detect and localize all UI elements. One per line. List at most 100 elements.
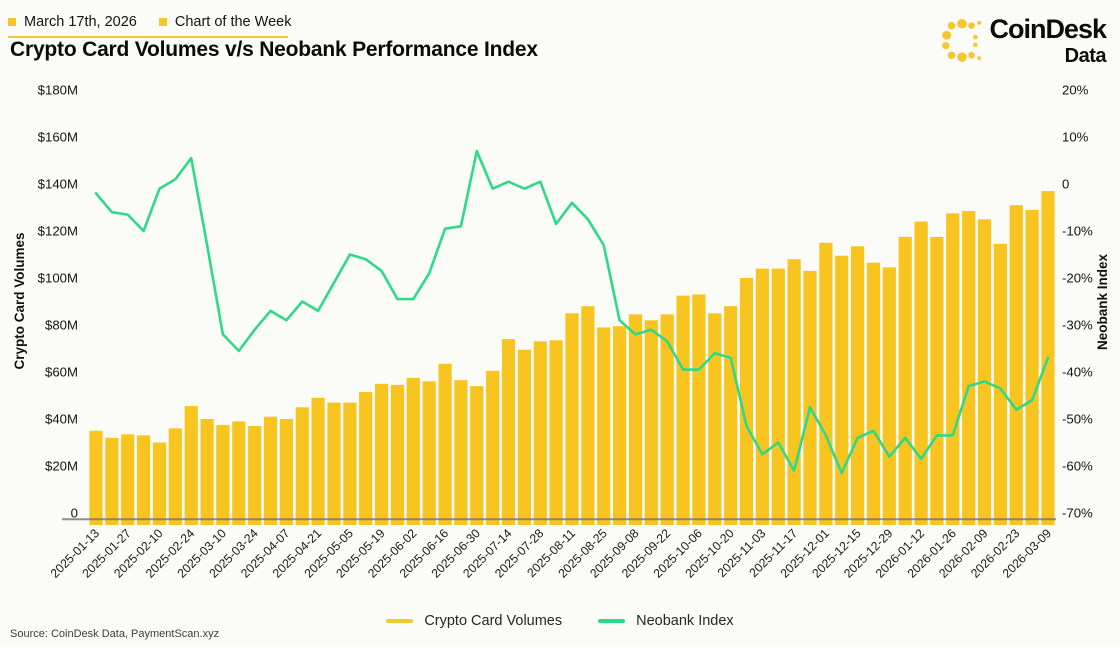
volume-bar xyxy=(819,242,833,526)
chart-legend: Crypto Card Volumes Neobank Index xyxy=(0,613,1120,629)
legend-item-neobank: Neobank Index xyxy=(598,613,734,629)
volume-bar xyxy=(1025,209,1039,525)
volume-bar xyxy=(962,211,976,525)
volume-bar xyxy=(628,314,643,525)
right-axis-tick: -30% xyxy=(1062,318,1093,333)
volume-bar xyxy=(660,314,674,525)
volume-bar xyxy=(898,236,912,525)
volume-bar xyxy=(946,213,960,525)
volume-bar xyxy=(168,428,182,525)
volume-bar xyxy=(787,259,801,525)
volume-bar xyxy=(279,419,293,525)
left-axis-tick: $20M xyxy=(45,459,78,474)
volume-bar xyxy=(581,306,595,525)
volume-bar xyxy=(533,341,547,525)
volume-bar xyxy=(613,326,627,525)
brand-name: CoinDesk xyxy=(989,14,1107,44)
left-axis-title: Crypto Card Volumes xyxy=(12,232,27,369)
left-axis-tick: $120M xyxy=(38,224,78,239)
volume-bar xyxy=(470,386,484,525)
right-axis-tick: 0 xyxy=(1062,177,1069,192)
yellow-square-icon xyxy=(158,18,167,26)
volume-bar xyxy=(724,306,738,525)
left-axis-tick: $100M xyxy=(38,271,78,286)
volume-bar xyxy=(438,363,452,525)
volume-bar xyxy=(184,406,198,525)
volume-bar xyxy=(565,313,579,526)
brand-block: CoinDesk Data xyxy=(941,14,1107,67)
volume-bar xyxy=(755,268,769,525)
right-axis-tick: -10% xyxy=(1062,224,1093,239)
left-axis-tick: $60M xyxy=(45,365,78,380)
volume-bar xyxy=(152,442,167,525)
volume-bar xyxy=(597,327,611,525)
volume-bar xyxy=(359,392,373,525)
volume-bar xyxy=(676,295,690,525)
source-note: Source: CoinDesk Data, PaymentScan.xyz xyxy=(10,628,220,640)
right-axis-title: Neobank Index xyxy=(1095,254,1110,351)
volume-bar xyxy=(216,424,230,525)
left-axis-tick: $140M xyxy=(38,177,78,192)
left-axis-tick: 0 xyxy=(71,506,78,521)
volume-bar xyxy=(739,278,754,525)
coindesk-logo-icon xyxy=(942,19,982,62)
neobank-line xyxy=(94,149,1050,475)
left-axis-tick: $40M xyxy=(45,412,78,427)
legend-label: Crypto Card Volumes xyxy=(424,613,563,629)
date-label: March 17th, 2026 xyxy=(24,14,137,30)
right-axis-tick: -50% xyxy=(1062,412,1093,427)
volume-bar xyxy=(866,262,881,525)
volume-bar xyxy=(803,270,817,525)
volume-bar xyxy=(137,435,151,525)
header-series: Chart of the Week xyxy=(158,14,292,30)
volume-bar xyxy=(327,402,341,525)
volume-bar xyxy=(644,320,658,525)
volume-bar xyxy=(89,430,103,526)
left-axis-tick: $160M xyxy=(38,130,78,145)
brand-sub: Data xyxy=(1064,45,1107,67)
volume-bar xyxy=(977,219,992,526)
right-axis-tick: 20% xyxy=(1062,83,1089,98)
volume-bar xyxy=(390,384,405,525)
volume-bar xyxy=(692,294,706,525)
legend-label: Neobank Index xyxy=(636,613,734,629)
volume-bar xyxy=(914,221,928,525)
right-axis-tick: -70% xyxy=(1062,506,1093,521)
volume-bar xyxy=(1009,205,1023,525)
volume-bar xyxy=(232,421,246,525)
volume-bar xyxy=(295,407,309,526)
green-dash-icon xyxy=(598,618,626,624)
yellow-square-icon xyxy=(8,18,16,26)
volume-bar xyxy=(105,437,119,525)
right-axis-tick: 10% xyxy=(1062,130,1089,145)
page-title: Crypto Card Volumes v/s Neobank Performa… xyxy=(10,38,538,61)
volume-bar xyxy=(454,380,468,525)
volume-bar xyxy=(486,370,500,525)
volume-bar xyxy=(771,268,785,525)
volume-bar xyxy=(708,313,722,526)
right-axis-tick: -40% xyxy=(1062,365,1093,380)
volume-bar xyxy=(248,426,262,525)
yellow-dash-icon xyxy=(386,618,414,624)
left-axis-tick: $180M xyxy=(38,83,78,98)
volume-bar xyxy=(930,236,944,525)
volume-bar xyxy=(406,377,420,525)
volume-bar xyxy=(263,416,278,525)
right-axis-tick: -20% xyxy=(1062,271,1093,286)
volume-bar xyxy=(422,381,436,525)
volume-bar xyxy=(882,267,896,525)
volume-bar xyxy=(375,383,389,526)
volume-bar xyxy=(311,397,325,525)
chart-of-week-label: Chart of the Week xyxy=(174,14,292,30)
volume-bar xyxy=(835,255,849,525)
volume-bar xyxy=(121,434,135,525)
header-row: March 17th, 2026 Chart of the Week xyxy=(8,14,291,38)
header-date: March 17th, 2026 xyxy=(8,14,137,30)
legend-item-volumes: Crypto Card Volumes xyxy=(386,613,562,629)
volume-bar xyxy=(851,246,865,526)
volume-bar xyxy=(517,349,531,525)
left-axis-tick: $80M xyxy=(45,318,78,333)
volume-bar xyxy=(501,339,516,525)
right-axis-tick: -60% xyxy=(1062,459,1093,474)
